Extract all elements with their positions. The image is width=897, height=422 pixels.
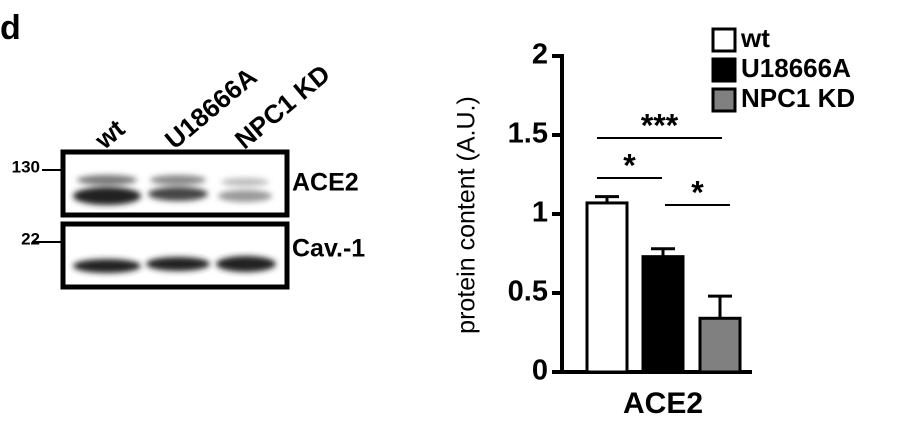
marker-label: 130	[12, 157, 40, 176]
significance-label: *	[691, 174, 704, 210]
significance-label: *	[623, 147, 636, 183]
legend-swatch	[711, 87, 737, 113]
lane-label: wt	[88, 113, 130, 155]
bar	[585, 201, 629, 374]
blot	[32, 149, 290, 290]
bands	[73, 175, 276, 273]
y-tick-label: 2	[532, 39, 548, 71]
blot-frame	[60, 221, 290, 290]
y-tick-label: 0	[532, 355, 548, 387]
x-tick-label: ACE2	[623, 387, 703, 420]
significance-label: ***	[641, 107, 679, 143]
y-tick-label: 1	[532, 197, 548, 229]
bar	[698, 316, 742, 374]
marker-label: 22	[21, 229, 40, 248]
legend-label: wt	[740, 23, 770, 53]
legend-swatch	[711, 27, 737, 53]
legend-label: U18666A	[741, 53, 851, 83]
row-label: ACE2	[292, 169, 359, 197]
bar	[641, 255, 685, 374]
row-label: Cav.-1	[292, 235, 365, 263]
y-tick-label: 1.5	[508, 118, 548, 150]
panel-label: d	[0, 9, 21, 47]
legend-label: NPC1 KD	[741, 83, 855, 113]
legend-swatch	[711, 57, 737, 83]
y-tick-label: 0.5	[508, 276, 548, 308]
y-axis-label: protein content (A.U.)	[453, 96, 481, 334]
